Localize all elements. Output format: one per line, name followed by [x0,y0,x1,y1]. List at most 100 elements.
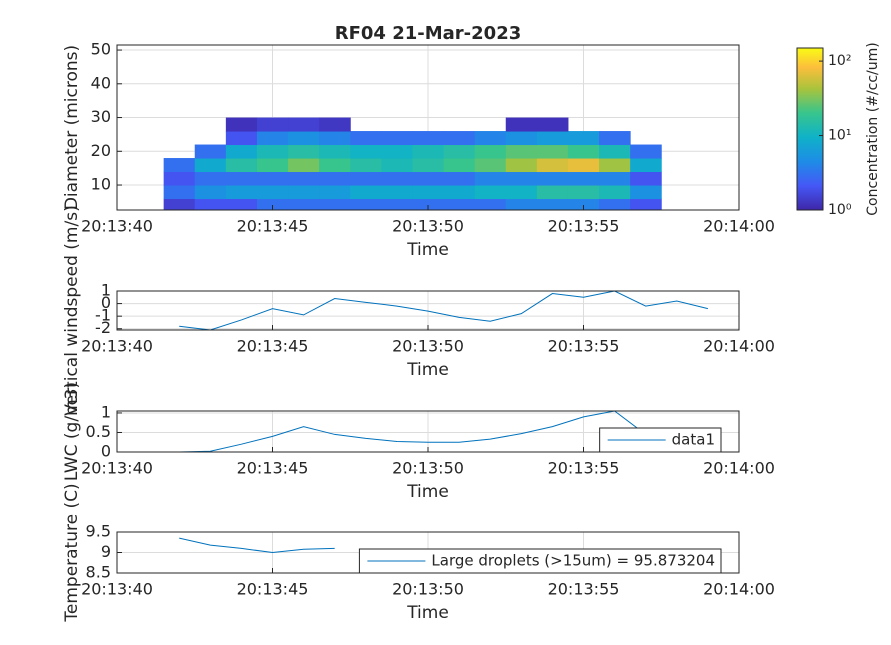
contour-cell [350,171,382,186]
contour-cell [474,171,507,186]
contour-cell [443,198,476,210]
y-tick-label: -2 [95,318,111,337]
contour-cell [288,131,320,146]
y-tick-label: -1 [95,306,111,325]
y-tick-label: 0.5 [86,422,111,441]
contour-cell [350,131,382,146]
contour-cell [474,144,507,159]
y-tick-label: 0 [101,293,111,312]
contour-cell [412,131,445,146]
contour-cell [412,171,445,186]
contour-cell [505,144,538,159]
y-tick-label: 9.5 [86,522,111,541]
contour-cell [319,131,351,146]
contour-cell [225,144,258,159]
x-tick-label: 20:13:40 [81,459,153,478]
contour-cell [536,198,569,210]
contour-cell [567,131,600,146]
contour-cell [381,185,413,200]
contour-cell [599,185,631,200]
contour-cell [288,185,320,200]
x-tick-label: 20:13:40 [81,580,153,599]
legend-label: Large droplets (>15um) = 95.873204 [431,552,715,570]
x-tick-label: 20:14:00 [703,337,775,356]
contour-cell [319,117,351,132]
contour-cell [505,117,538,132]
contour-cell [474,185,507,200]
contour-cell [474,198,507,210]
contour-cell [288,198,320,210]
contour-cell [319,198,351,210]
contour-cell [630,144,662,159]
contour-cell [256,198,289,210]
contour-cell [225,117,258,132]
contour-cell [350,185,382,200]
chart-title: RF04 21-Mar-2023 [335,23,522,44]
contour-cell [319,171,351,186]
x-tick-label: 20:13:50 [392,337,464,356]
contour-cell [505,131,538,146]
x-axis-label: Time [406,603,449,623]
y-axis-label: Vertical windspeed (m/s) [62,205,82,415]
contour-cell [381,131,413,146]
y-tick-label: 50 [91,40,111,59]
contour-cell [225,198,258,210]
x-tick-label: 20:13:50 [392,580,464,599]
contour-cell [412,144,445,159]
contour-cell [194,158,227,173]
contour-cell [599,144,631,159]
contour-cell [163,185,196,200]
contour-cell [443,171,476,186]
contour-cell [381,198,413,210]
y-tick-label: 30 [91,107,111,126]
y-axis-label: Temperature (C) [62,483,82,622]
contour-cell [319,144,351,159]
contour-cell [288,158,320,173]
contour-cell [381,171,413,186]
x-tick-label: 20:13:55 [548,459,620,478]
contour-cell [567,198,600,210]
contour-cell [350,198,382,210]
y-axis-label: Diameter (microns) [62,45,82,210]
x-tick-label: 20:13:45 [237,337,309,356]
colorbar-tick-label: 10⁰ [828,202,852,218]
x-tick-label: 20:13:40 [81,337,153,356]
contour-cell [630,171,662,186]
x-tick-label: 20:13:40 [81,217,153,236]
contour-cell [412,158,445,173]
contour-cell [567,171,600,186]
contour-cell [163,158,196,173]
contour-cell [319,158,351,173]
x-tick-label: 20:13:55 [548,337,620,356]
y-axis-label: LWC (g/m3) [62,382,82,481]
contour-cell [474,131,507,146]
contour-cell [505,185,538,200]
y-tick-label: 9 [101,542,111,561]
contour-cell [194,185,227,200]
y-tick-label: 0 [101,442,111,461]
contour-cell [319,185,351,200]
contour-cell [256,171,289,186]
contour-cell [567,185,600,200]
contour-cell [163,198,196,210]
contour-cell [350,144,382,159]
contour-cell [350,158,382,173]
data-line [179,411,647,452]
x-tick-label: 20:13:45 [237,459,309,478]
contour-cell [194,198,227,210]
colorbar [796,47,824,211]
x-tick-label: 20:13:45 [237,217,309,236]
contour-cell [599,198,631,210]
contour-cell [505,158,538,173]
contour-cell [381,158,413,173]
contour-cell [288,171,320,186]
colorbar-label: Concentration (#/cc/um) [865,42,881,215]
contour-cell [630,185,662,200]
contour-cell [536,158,569,173]
y-tick-label: 1 [101,281,111,300]
data-line [179,537,335,554]
contour-cell [474,158,507,173]
contour-cell [505,198,538,210]
legend: data1 [599,427,722,453]
